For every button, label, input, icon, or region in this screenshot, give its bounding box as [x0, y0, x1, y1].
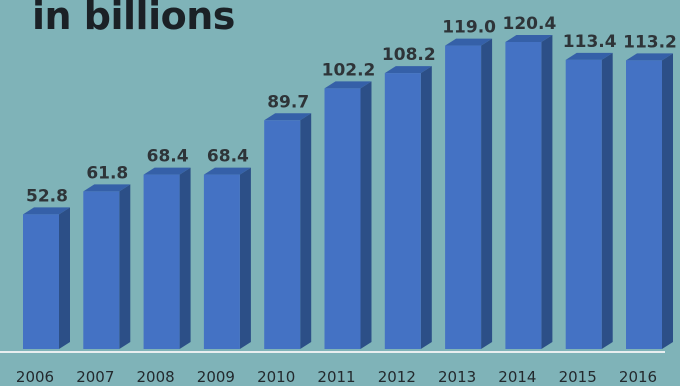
bar-front-face	[384, 73, 421, 349]
x-tick-label: 2016	[619, 368, 657, 386]
value-label: 113.4	[563, 32, 617, 52]
bar-side-face	[601, 52, 613, 349]
bar-side-face	[239, 167, 251, 349]
bar-front-face	[203, 174, 240, 349]
bar-2006	[23, 207, 70, 349]
value-label: 113.2	[623, 32, 677, 52]
bar-front-face	[83, 191, 120, 349]
bar-side-face	[300, 113, 312, 349]
value-label: 68.4	[147, 147, 189, 167]
bar-top-face	[203, 167, 251, 175]
bar-2014	[505, 35, 553, 349]
bar-top-face	[143, 167, 191, 175]
bar-front-face	[626, 60, 662, 350]
bar-front-face	[264, 120, 301, 349]
x-tick-label: 2015	[559, 368, 597, 386]
value-label: 89.7	[267, 92, 309, 112]
bar-front-face	[565, 59, 602, 349]
x-tick-label: 2007	[76, 368, 114, 386]
value-label: 68.4	[207, 147, 249, 167]
bar-side-face	[119, 184, 131, 349]
bar-front-face	[23, 214, 59, 349]
x-tick-label: 2014	[498, 368, 536, 386]
bar-2008	[143, 167, 191, 349]
value-label: 119.0	[442, 18, 496, 38]
x-tick-label: 2009	[197, 368, 235, 386]
bar-top-face	[83, 184, 131, 192]
x-tick-label: 2011	[317, 368, 355, 386]
bar-top-face	[445, 38, 493, 46]
bar-front-face	[505, 42, 542, 349]
bar-top-face	[264, 113, 312, 121]
bar-front-face	[445, 45, 482, 350]
bar-2016	[626, 53, 673, 350]
bar-2013	[445, 38, 493, 350]
bar-side-face	[420, 66, 432, 349]
bar-top-face	[565, 52, 613, 60]
value-label: 108.2	[382, 45, 436, 65]
x-tick-label: 2006	[16, 368, 54, 386]
bar-top-face	[324, 81, 372, 89]
value-label: 52.8	[26, 186, 68, 206]
bar-2011	[324, 81, 372, 349]
bar-side-face	[59, 207, 70, 349]
bar-2010	[264, 113, 312, 349]
bar-top-face	[505, 35, 553, 42]
x-tick-label: 2008	[137, 368, 175, 386]
x-tick-label: 2012	[378, 368, 416, 386]
bar-side-face	[481, 38, 493, 350]
value-label: 102.2	[322, 60, 376, 80]
value-label: 61.8	[86, 163, 128, 183]
bar-top-face	[384, 66, 432, 74]
x-tick-label: 2013	[438, 368, 476, 386]
bar-2012	[384, 66, 432, 349]
x-tick-label: 2010	[257, 368, 295, 386]
bar-front-face	[143, 174, 180, 349]
bar-2007	[83, 184, 131, 349]
bar-top-face	[23, 207, 70, 215]
chart-title: in billions	[32, 0, 235, 38]
value-labels-group: 52.8 61.8 68.4 68.4 89.7 102.2 108.2 119.0 120.4…	[26, 14, 677, 206]
x-tick-labels-group: 2006 2007 2008 2009 2010 2011 2012 2013 2014 2015…	[16, 368, 657, 386]
bar-2015	[565, 52, 613, 349]
bar-top-face	[626, 53, 673, 61]
bar-side-face	[179, 167, 191, 349]
bar-side-face	[662, 53, 673, 350]
value-label: 120.4	[503, 14, 557, 34]
bar-2009	[203, 167, 251, 349]
bar-front-face	[324, 88, 361, 349]
bars-group	[23, 35, 673, 350]
bar-side-face	[541, 35, 553, 349]
bar-side-face	[360, 81, 372, 349]
